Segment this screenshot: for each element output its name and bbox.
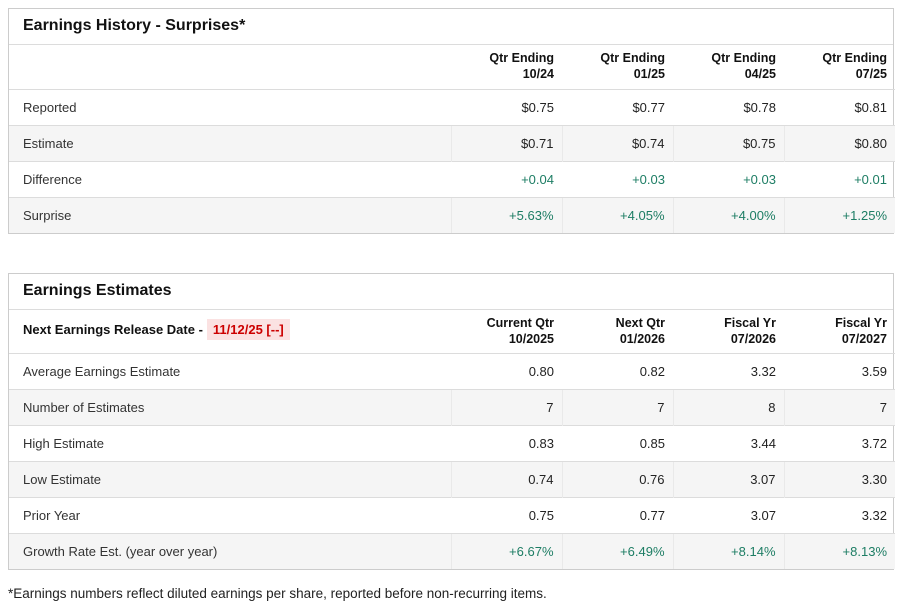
table-row-estimate: Estimate $0.71 $0.74 $0.75 $0.80 [9,124,895,161]
cell-value: 0.77 [562,497,673,534]
row-label: Average Earnings Estimate [23,364,181,379]
column-header-line2: 10/2025 [508,331,554,346]
column-header-current-qtr: Current Qtr 10/2025 [451,309,562,354]
cell-value: $0.78 [743,99,776,115]
cell-value: +1.25% [783,196,895,233]
cell-value: $0.71 [450,124,562,161]
earnings-history-panel: Earnings History - Surprises* Qtr Ending… [8,8,895,234]
table-row-prior-year: Prior Year 0.75 0.77 3.07 3.32 [9,497,895,534]
row-label: Number of Estimates [9,389,451,426]
cell-value: 7 [450,389,562,426]
row-label: Growth Rate Est. (year over year) [9,533,451,569]
cell-value: +0.03 [562,160,673,197]
column-header-line2: 07/2026 [730,331,776,346]
column-header-line2: 07/25 [855,67,887,82]
cell-value: +5.63% [450,196,562,233]
column-header-line1: Qtr Ending [822,51,887,65]
row-label: High Estimate [9,425,451,462]
cell-value: 3.07 [673,497,784,534]
next-earnings-release-label: Next Earnings Release Date - [23,322,203,338]
cell-value: +4.05% [561,196,673,233]
earnings-history-table: Qtr Ending 10/24 Qtr Ending 01/25 Qtr En… [9,45,895,233]
table-row-growth-rate-est: Growth Rate Est. (year over year) +6.67%… [9,533,895,569]
cell-value: +6.49% [561,533,673,569]
row-label: Reported [23,99,77,115]
column-header-line1: Current Qtr [486,315,554,330]
table-row-low-estimate: Low Estimate 0.74 0.76 3.07 3.30 [9,461,895,498]
cell-value: 3.30 [783,461,895,498]
column-header-qtr-0725: Qtr Ending 07/25 [784,45,895,90]
column-header-qtr-0425: Qtr Ending 04/25 [673,45,784,90]
cell-value: $0.75 [672,124,784,161]
cell-value: +8.14% [672,533,784,569]
cell-value: 8 [672,389,784,426]
cell-value: 0.76 [561,461,673,498]
table-row-average-earnings-estimate: Average Earnings Estimate 0.80 0.82 3.32… [9,354,895,390]
column-header-line2: 01/2026 [619,331,665,346]
column-header-line1: Qtr Ending [489,51,554,65]
cell-value: +4.00% [672,196,784,233]
table-row-difference: Difference +0.04 +0.03 +0.03 +0.01 [9,160,895,197]
column-header-line1: Qtr Ending [600,51,665,65]
column-header-qtr-1024: Qtr Ending 10/24 [451,45,562,90]
earnings-estimates-title: Earnings Estimates [9,274,893,310]
cell-value: 0.80 [528,364,554,379]
earnings-history-header-row: Qtr Ending 10/24 Qtr Ending 01/25 Qtr En… [9,45,895,90]
earnings-footnote: *Earnings numbers reflect diluted earnin… [8,586,547,601]
table-row-reported: Reported $0.75 $0.77 $0.78 $0.81 [9,89,895,125]
cell-value: $0.81 [854,99,887,115]
cell-value: 3.59 [861,364,887,379]
table-row-number-of-estimates: Number of Estimates 7 7 8 7 [9,389,895,426]
next-earnings-release-date: 11/12/25 [--] [206,319,290,341]
row-label: Difference [9,160,451,197]
next-earnings-release-cell: Next Earnings Release Date -11/12/25 [--… [9,309,451,354]
column-header-line1: Next Qtr [615,315,665,330]
cell-value: 3.07 [672,461,784,498]
cell-value: +0.01 [784,160,895,197]
cell-value: 0.83 [451,425,562,462]
row-label: Low Estimate [9,461,451,498]
cell-value: $0.77 [632,99,665,115]
cell-value: 3.32 [750,364,776,379]
cell-value: 3.72 [784,425,895,462]
earnings-estimates-table: Next Earnings Release Date -11/12/25 [--… [9,309,895,569]
column-header-qtr-0125: Qtr Ending 01/25 [562,45,673,90]
cell-value: $0.80 [783,124,895,161]
column-header-line1: Fiscal Yr [724,315,776,330]
earnings-history-title: Earnings History - Surprises* [9,9,893,45]
row-label: Prior Year [9,497,451,534]
header-spacer-cell [9,45,451,90]
column-header-line2: 10/24 [522,67,554,82]
cell-value: +0.03 [673,160,784,197]
cell-value: $0.74 [561,124,673,161]
column-header-line2: 04/25 [744,67,776,82]
cell-value: 0.82 [639,364,665,379]
table-row-high-estimate: High Estimate 0.83 0.85 3.44 3.72 [9,425,895,462]
column-header-fiscal-yr-2026: Fiscal Yr 07/2026 [673,309,784,354]
cell-value: 0.75 [451,497,562,534]
cell-value: 0.74 [450,461,562,498]
cell-value: +6.67% [450,533,562,569]
column-header-line1: Fiscal Yr [835,315,887,330]
earnings-estimates-header-row: Next Earnings Release Date -11/12/25 [--… [9,309,895,354]
row-label: Estimate [9,124,451,161]
column-header-fiscal-yr-2027: Fiscal Yr 07/2027 [784,309,895,354]
cell-value: +0.04 [451,160,562,197]
cell-value: $0.75 [521,99,554,115]
cell-value: +8.13% [783,533,895,569]
column-header-line2: 07/2027 [841,331,887,346]
cell-value: 7 [561,389,673,426]
column-header-line2: 01/25 [633,67,665,82]
cell-value: 7 [783,389,895,426]
cell-value: 0.85 [562,425,673,462]
column-header-next-qtr: Next Qtr 01/2026 [562,309,673,354]
table-row-surprise: Surprise +5.63% +4.05% +4.00% +1.25% [9,196,895,233]
cell-value: 3.44 [673,425,784,462]
column-header-line1: Qtr Ending [711,51,776,65]
row-label: Surprise [9,196,451,233]
earnings-estimates-panel: Earnings Estimates Next Earnings Release… [8,272,895,570]
cell-value: 3.32 [784,497,895,534]
